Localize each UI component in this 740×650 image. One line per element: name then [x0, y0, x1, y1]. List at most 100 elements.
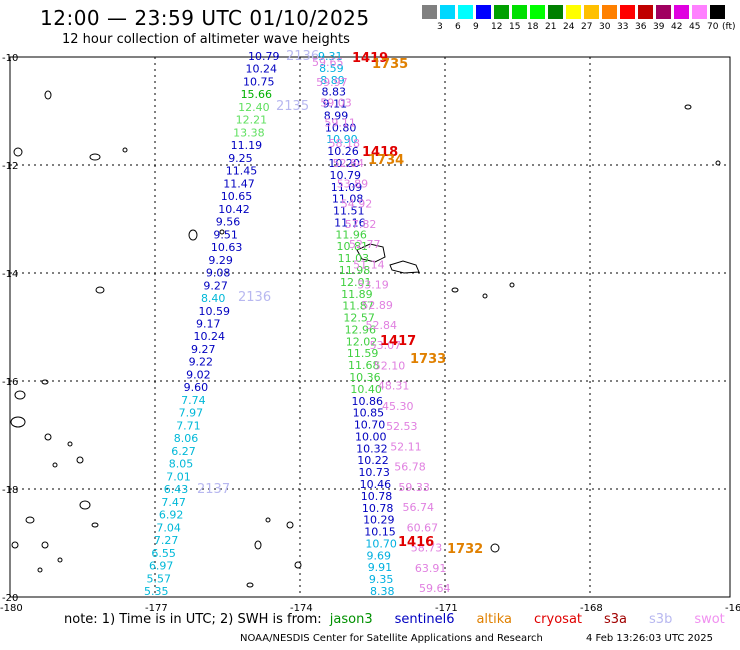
- island-outline: [44, 90, 52, 100]
- wave-height-label: 10.75: [243, 75, 274, 88]
- island-outline: [246, 582, 254, 588]
- wave-height-label: 11.16: [334, 216, 366, 229]
- wave-height-label: 11.87: [342, 300, 374, 313]
- island-outline: [265, 517, 271, 523]
- lat-tick-label: -12: [2, 161, 18, 172]
- island-outline: [57, 557, 63, 563]
- legend-swatch: [439, 5, 455, 19]
- wave-height-label: 54.92: [341, 198, 373, 211]
- wave-height-label: 6.55: [151, 547, 176, 560]
- island-outline: [11, 541, 19, 549]
- wave-height-label: 12.40: [238, 101, 270, 114]
- footer-note: note: 1) Time is in UTC; 2) SWH is from:…: [64, 612, 725, 627]
- wave-height-label: 45.30: [382, 400, 414, 413]
- lat-tick-label: -20: [2, 593, 18, 604]
- wave-height-label: 9.11: [323, 98, 348, 111]
- wave-height-label: 6.27: [171, 445, 196, 458]
- wave-height-label: 59.97: [316, 76, 348, 89]
- wave-height-label: 52.10: [374, 359, 406, 372]
- wave-height-label: 13.38: [233, 126, 265, 139]
- wave-height-label: 6.97: [149, 560, 174, 573]
- legend-swatch: [655, 5, 671, 19]
- legend-label: 15: [509, 22, 521, 32]
- wave-height-label: 52.84: [333, 157, 365, 170]
- island-outline: [254, 540, 262, 550]
- satellite-name: cryosat: [534, 612, 583, 627]
- lon-tick-label: -177: [145, 603, 168, 614]
- wave-height-label: 9.25: [228, 152, 253, 165]
- island-outline: [482, 293, 488, 299]
- wave-height-label: 11.68: [348, 359, 380, 372]
- lon-tick-label: -174: [290, 603, 313, 614]
- wave-height-label: 10.40: [350, 383, 382, 396]
- legend-swatch: [673, 5, 689, 19]
- lon-tick-label: -180: [0, 603, 23, 614]
- legend-label: 42: [671, 22, 683, 32]
- legend-label: 36: [635, 22, 647, 32]
- legend-swatch: [421, 5, 437, 19]
- satellite-name: sentinel6: [394, 612, 455, 627]
- track-time-label: 2136: [238, 290, 271, 305]
- track-time-label: 2135: [276, 99, 309, 114]
- track-time-label: 2137: [197, 482, 230, 497]
- wave-height-label: 10.00: [355, 430, 387, 443]
- island-outline: [14, 390, 26, 400]
- credit-text: NOAA/NESDIS Center for Satellite Applica…: [240, 633, 543, 644]
- map-frame: [9, 56, 731, 598]
- wave-height-label: 52.53: [386, 420, 418, 433]
- island-outline: [52, 462, 58, 468]
- wave-height-label: 8.38: [370, 585, 395, 598]
- legend-label: 33: [617, 22, 629, 32]
- island-outline: [219, 229, 225, 235]
- wave-height-label: 10.73: [358, 466, 390, 479]
- wave-height-label: 10.20: [328, 157, 360, 170]
- legend-label: 39: [653, 22, 665, 32]
- axis-ticks: -10 -12 -14 -16 -18 -20-180 -177 -174 -171 -168 -1…: [0, 53, 740, 614]
- wave-height-label: 10.32: [356, 442, 388, 455]
- wave-height-label: 8.83: [321, 86, 346, 99]
- wave-height-label: 52.11: [390, 440, 422, 453]
- wave-height-label: 7.97: [179, 407, 204, 420]
- wave-height-label: 56.74: [403, 501, 435, 514]
- wave-height-label: 11.19: [231, 139, 263, 152]
- wave-height-label: 5.57: [146, 572, 171, 585]
- wave-height-label: 9.51: [213, 228, 238, 241]
- wave-height-label: 10.36: [349, 371, 381, 384]
- wave-height-label: 6.43: [164, 483, 189, 496]
- wave-height-label: 12.02: [346, 335, 378, 348]
- samoa-island-outline: [356, 243, 386, 263]
- orbit-number: 1417: [380, 334, 416, 349]
- wave-height-label: 9.17: [196, 318, 221, 331]
- wave-height-label: 59.64: [419, 582, 451, 595]
- wave-height-label: 11.47: [223, 177, 255, 190]
- wave-height-label: 12.57: [343, 312, 375, 325]
- wave-height-label: 10.24: [194, 330, 226, 343]
- wave-height-label: 9.08: [206, 267, 231, 280]
- island-outline: [490, 543, 500, 553]
- satellite-name: swot: [694, 612, 725, 627]
- wave-height-label: 58.73: [411, 542, 443, 555]
- wave-height-label: 9.27: [191, 343, 216, 356]
- wave-height-label: 10.22: [357, 454, 389, 467]
- legend-swatch: [619, 5, 635, 19]
- wave-height-label: 59.65: [312, 56, 344, 69]
- lat-tick-label: -14: [2, 269, 18, 280]
- wave-height-label: 8.59: [319, 62, 344, 75]
- legend-label: 70: [707, 22, 719, 32]
- legend-swatch: [511, 5, 527, 19]
- wave-height-label: 7.74: [181, 394, 206, 407]
- legend-label: 6: [455, 22, 461, 32]
- legend-swatch: [709, 5, 725, 19]
- island-outline: [509, 282, 515, 288]
- altimeter-tracks: 10.7910.2410.7515.6612.4012.2113.3811.19…: [144, 49, 483, 598]
- wave-height-label: 48.31: [378, 380, 410, 393]
- legend-label: 30: [599, 22, 611, 32]
- wave-height-label: 52.84: [366, 319, 398, 332]
- orbit-time: 1733: [410, 352, 446, 367]
- wave-height-label: 10.78: [361, 490, 393, 503]
- legend-swatch: [601, 5, 617, 19]
- wave-height-label: 9.91: [368, 561, 393, 574]
- wave-height-label: 10.24: [246, 63, 278, 76]
- island-outline: [41, 541, 49, 549]
- lon-tick-label: -165: [725, 603, 740, 614]
